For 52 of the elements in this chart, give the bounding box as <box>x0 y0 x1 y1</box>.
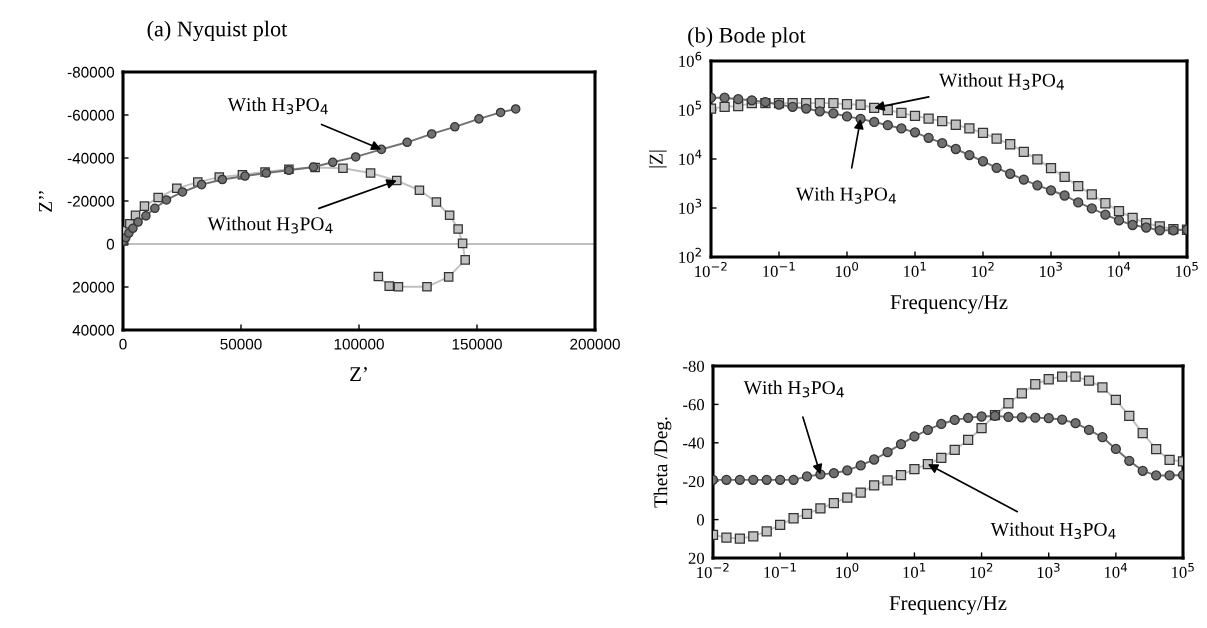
x-tick-label: 10$^{5}$ <box>1172 562 1194 578</box>
chart-title: (b) Bode plot <box>688 27 806 48</box>
x-tick-label: 0 <box>119 338 127 350</box>
x-tick-label: 100000 <box>334 338 384 350</box>
y-tick-label: -60000 <box>67 109 115 121</box>
x-tick-label: 10$^{−1}$ <box>764 562 796 578</box>
y-tick-label: -40 <box>683 437 705 449</box>
x-axis-title: Frequency/Hz <box>890 295 1008 314</box>
x-tick-label: 10$^{5}$ <box>1176 261 1198 277</box>
x-tick-label: 10$^{−1}$ <box>763 261 795 277</box>
y-tick-label: 10$^{5}$ <box>679 100 702 116</box>
annotation: With H$_{3}$PO$_{4}$ <box>743 380 844 398</box>
x-tick-label: 10$^{0}$ <box>836 261 859 278</box>
y-tick-label: 0 <box>696 514 705 526</box>
y-axis-title: |Z| <box>649 150 667 168</box>
x-tick-label: 10$^{4}$ <box>1104 562 1128 578</box>
y-axis-title: Theta /Deg. <box>653 417 672 508</box>
x-tick-label: 10$^{0}$ <box>836 562 859 579</box>
chart-title: (a) Nyquist plot <box>147 20 288 42</box>
x-tick-label: 10$^{1}$ <box>904 261 926 277</box>
x-axis-title: Frequency/Hz <box>889 596 1007 615</box>
y-tick-label: 10$^{3}$ <box>679 198 702 214</box>
x-tick-label: 10$^{1}$ <box>903 562 926 578</box>
y-tick-label: 20 <box>688 552 705 564</box>
y-tick-label: -80000 <box>67 66 115 78</box>
x-tick-label: 10$^{−2}$ <box>695 261 727 278</box>
y-tick-label: 10$^{6}$ <box>679 51 702 67</box>
annotation: With H$_{3}$PO$_{4}$ <box>795 186 896 204</box>
x-tick-label: 10$^{3}$ <box>1040 261 1062 278</box>
x-tick-label: 10$^{2}$ <box>972 261 994 278</box>
x-tick-label: 10$^{4}$ <box>1108 261 1131 277</box>
x-tick-label: 200000 <box>570 338 620 350</box>
y-tick-label: 20000 <box>72 281 115 293</box>
y-tick-label: -60 <box>683 399 705 411</box>
y-tick-label: -80 <box>683 360 705 372</box>
x-tick-label: 10$^{3}$ <box>1037 562 1060 579</box>
y-tick-label: -20000 <box>67 195 115 207</box>
annotation: Without H$_{3}$PO$_{4}$ <box>207 216 333 234</box>
x-tick-label: 10$^{2}$ <box>970 562 993 579</box>
y-tick-label: -40000 <box>67 152 115 164</box>
x-tick-label: 50000 <box>220 338 262 350</box>
x-tick-label: 150000 <box>452 338 502 350</box>
y-tick-label: 10$^{4}$ <box>679 149 702 165</box>
x-axis-title: Z’ <box>350 367 367 381</box>
y-tick-label: -20 <box>683 475 705 488</box>
y-tick-label: 0 <box>106 238 115 250</box>
annotation: Without H$_{3}$PO$_{4}$ <box>939 73 1064 90</box>
annotation: With H$_{3}$PO$_{4}$ <box>227 97 328 115</box>
y-tick-label: 40000 <box>72 324 115 336</box>
y-tick-label: 10$^{2}$ <box>679 247 701 263</box>
annotation: Without H$_{3}$PO$_{4}$ <box>990 522 1116 540</box>
y-axis-title: Z’’ <box>38 191 52 212</box>
